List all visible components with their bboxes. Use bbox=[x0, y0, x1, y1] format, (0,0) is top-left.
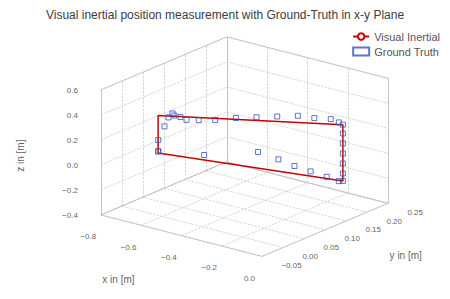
svg-text:z in [m]: z in [m] bbox=[15, 139, 26, 171]
svg-text:0.4: 0.4 bbox=[67, 111, 79, 120]
svg-text:0.0: 0.0 bbox=[244, 274, 256, 283]
svg-text:−0.6: −0.6 bbox=[121, 243, 137, 252]
svg-text:−0.8: −0.8 bbox=[80, 232, 96, 241]
svg-text:0.20: 0.20 bbox=[386, 217, 402, 226]
svg-text:0.05: 0.05 bbox=[323, 243, 339, 252]
svg-text:−0.4: −0.4 bbox=[62, 211, 78, 220]
svg-text:0.25: 0.25 bbox=[407, 208, 423, 217]
svg-text:0.6: 0.6 bbox=[67, 86, 79, 95]
svg-text:0.00: 0.00 bbox=[302, 252, 318, 261]
svg-text:−0.05: −0.05 bbox=[281, 261, 302, 270]
svg-text:0.10: 0.10 bbox=[344, 234, 360, 243]
svg-text:x in [m]: x in [m] bbox=[102, 274, 134, 285]
svg-text:Visual Inertial: Visual Inertial bbox=[374, 31, 440, 43]
svg-text:−0.2: −0.2 bbox=[62, 186, 78, 195]
svg-text:y in [m]: y in [m] bbox=[390, 250, 422, 261]
svg-text:−0.2: −0.2 bbox=[201, 263, 217, 272]
svg-text:0.0: 0.0 bbox=[67, 161, 79, 170]
svg-text:Ground Truth: Ground Truth bbox=[374, 46, 439, 58]
svg-text:0.2: 0.2 bbox=[67, 136, 79, 145]
svg-text:Visual inertial position measu: Visual inertial position measurement wit… bbox=[46, 8, 404, 22]
svg-text:0.15: 0.15 bbox=[365, 225, 381, 234]
svg-text:−0.4: −0.4 bbox=[161, 253, 177, 262]
